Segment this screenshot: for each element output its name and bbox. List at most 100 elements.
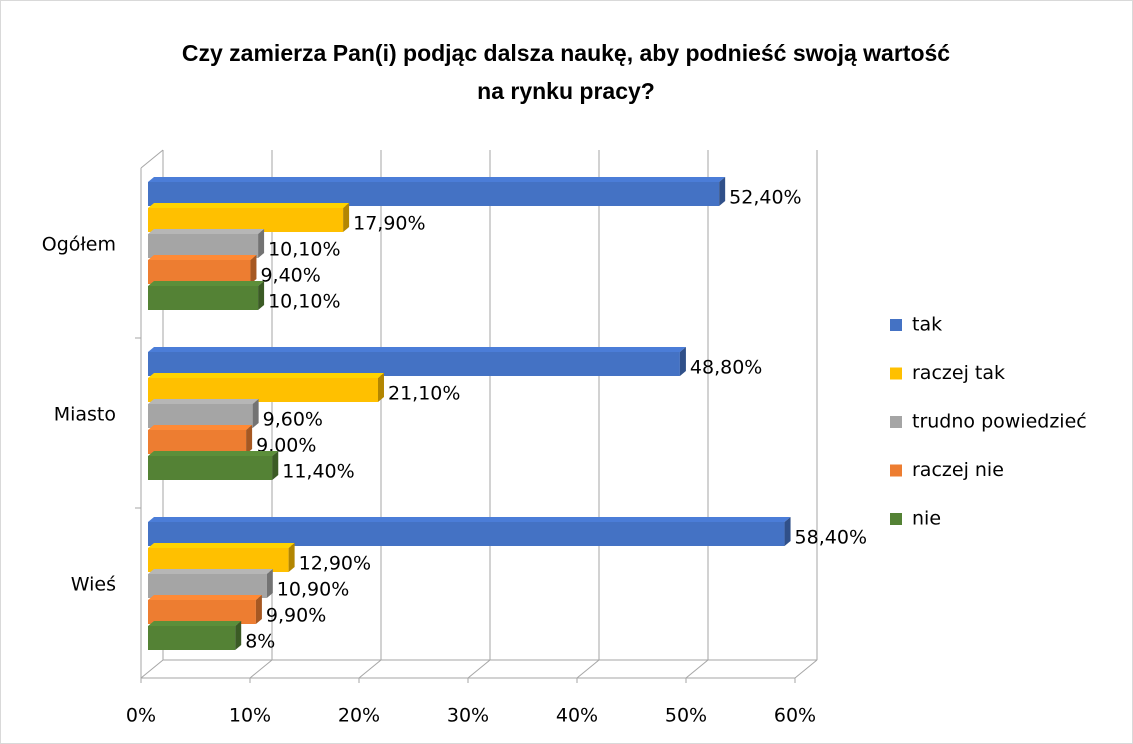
data-label: 9,90% xyxy=(266,605,326,627)
grid-line xyxy=(249,659,273,679)
bar xyxy=(148,569,273,598)
bar xyxy=(148,425,253,454)
bar-front xyxy=(148,430,247,454)
bar-front xyxy=(148,378,378,402)
bar-front xyxy=(148,208,344,232)
bar-side xyxy=(784,517,791,546)
bar-front xyxy=(148,548,289,572)
legend-swatch xyxy=(890,513,902,525)
bar-front xyxy=(148,574,267,598)
legend-swatch xyxy=(890,367,902,380)
bar-front xyxy=(148,626,236,650)
bar-front xyxy=(148,404,253,428)
bar xyxy=(148,229,265,258)
bar-side xyxy=(377,373,384,402)
bar-side xyxy=(266,569,273,598)
y-tick-label: Wieś xyxy=(71,574,116,596)
legend-swatch xyxy=(890,464,902,477)
bar-top xyxy=(148,569,273,574)
data-label: 9,60% xyxy=(263,409,323,431)
bar-top xyxy=(148,399,259,404)
bar-front xyxy=(148,352,680,376)
data-label: 10,90% xyxy=(277,579,349,601)
data-label: 17,90% xyxy=(353,213,425,235)
legend-label: raczej tak xyxy=(912,362,1005,384)
bar-side xyxy=(679,347,686,376)
data-label: 8% xyxy=(245,631,275,653)
bar-side xyxy=(246,425,253,454)
bar-side xyxy=(255,595,262,624)
grid-line xyxy=(794,659,818,679)
grid-line xyxy=(576,659,600,679)
bar xyxy=(148,399,259,428)
legend-label: raczej nie xyxy=(912,459,1004,481)
bar xyxy=(148,517,791,546)
axis-line xyxy=(140,149,164,169)
bar-side xyxy=(272,451,279,480)
bar xyxy=(148,255,257,284)
bar xyxy=(148,203,350,232)
grid-line xyxy=(140,659,164,679)
bar-front xyxy=(148,286,259,310)
bar-top xyxy=(148,595,262,600)
bar xyxy=(148,543,295,572)
bar-top xyxy=(148,543,295,548)
bar-top xyxy=(148,255,257,260)
bar-side xyxy=(288,543,295,572)
bar-top xyxy=(148,229,265,234)
data-label: 52,40% xyxy=(729,187,801,209)
bar-side xyxy=(719,177,726,206)
bar xyxy=(148,621,242,650)
bar-side xyxy=(235,621,242,650)
data-label: 21,10% xyxy=(388,383,460,405)
bar-top xyxy=(148,425,253,430)
grid-line xyxy=(467,659,491,679)
grid-line xyxy=(685,659,709,679)
legend-label: nie xyxy=(912,508,941,530)
data-label: 10,10% xyxy=(268,239,340,261)
data-label: 12,90% xyxy=(299,553,371,575)
bar-side xyxy=(258,281,265,310)
data-label: 11,40% xyxy=(282,461,354,483)
x-tick-label: 60% xyxy=(774,705,816,727)
x-tick-label: 0% xyxy=(126,705,156,727)
bar-side xyxy=(258,229,265,258)
y-tick-label: Miasto xyxy=(54,404,116,426)
y-tick-label: Ogółem xyxy=(42,234,116,256)
bar-front xyxy=(148,260,251,284)
bar-side xyxy=(252,399,259,428)
bar xyxy=(148,595,262,624)
bar-front xyxy=(148,456,273,480)
x-tick-label: 40% xyxy=(556,705,598,727)
data-label: 10,10% xyxy=(268,291,340,313)
bar xyxy=(148,451,279,480)
x-tick-label: 10% xyxy=(229,705,271,727)
bar xyxy=(148,347,686,376)
bar-top xyxy=(148,203,350,208)
bar-top xyxy=(148,517,791,522)
bar-front xyxy=(148,182,720,206)
legend-swatch xyxy=(890,319,902,331)
x-tick-label: 20% xyxy=(338,705,380,727)
data-label: 58,40% xyxy=(795,527,867,549)
bar-top xyxy=(148,281,265,286)
data-label: 48,80% xyxy=(690,357,762,379)
bar-top xyxy=(148,451,279,456)
chart-title: Czy zamierza Pan(i) podjąc dalsza naukę,… xyxy=(181,40,951,104)
bar-top xyxy=(148,347,686,352)
bar-front xyxy=(148,522,785,546)
x-tick-label: 50% xyxy=(665,705,707,727)
bar xyxy=(148,281,265,310)
bar-top xyxy=(148,373,384,378)
bar-top xyxy=(148,177,726,182)
legend-label: trudno powiedzieć xyxy=(912,411,1087,433)
x-tick-label: 30% xyxy=(447,705,489,727)
bar xyxy=(148,373,384,402)
bar-front xyxy=(148,234,259,258)
legend-swatch xyxy=(890,416,902,428)
bar-side xyxy=(343,203,350,232)
grid-line xyxy=(358,659,382,679)
bar-top xyxy=(148,621,242,626)
